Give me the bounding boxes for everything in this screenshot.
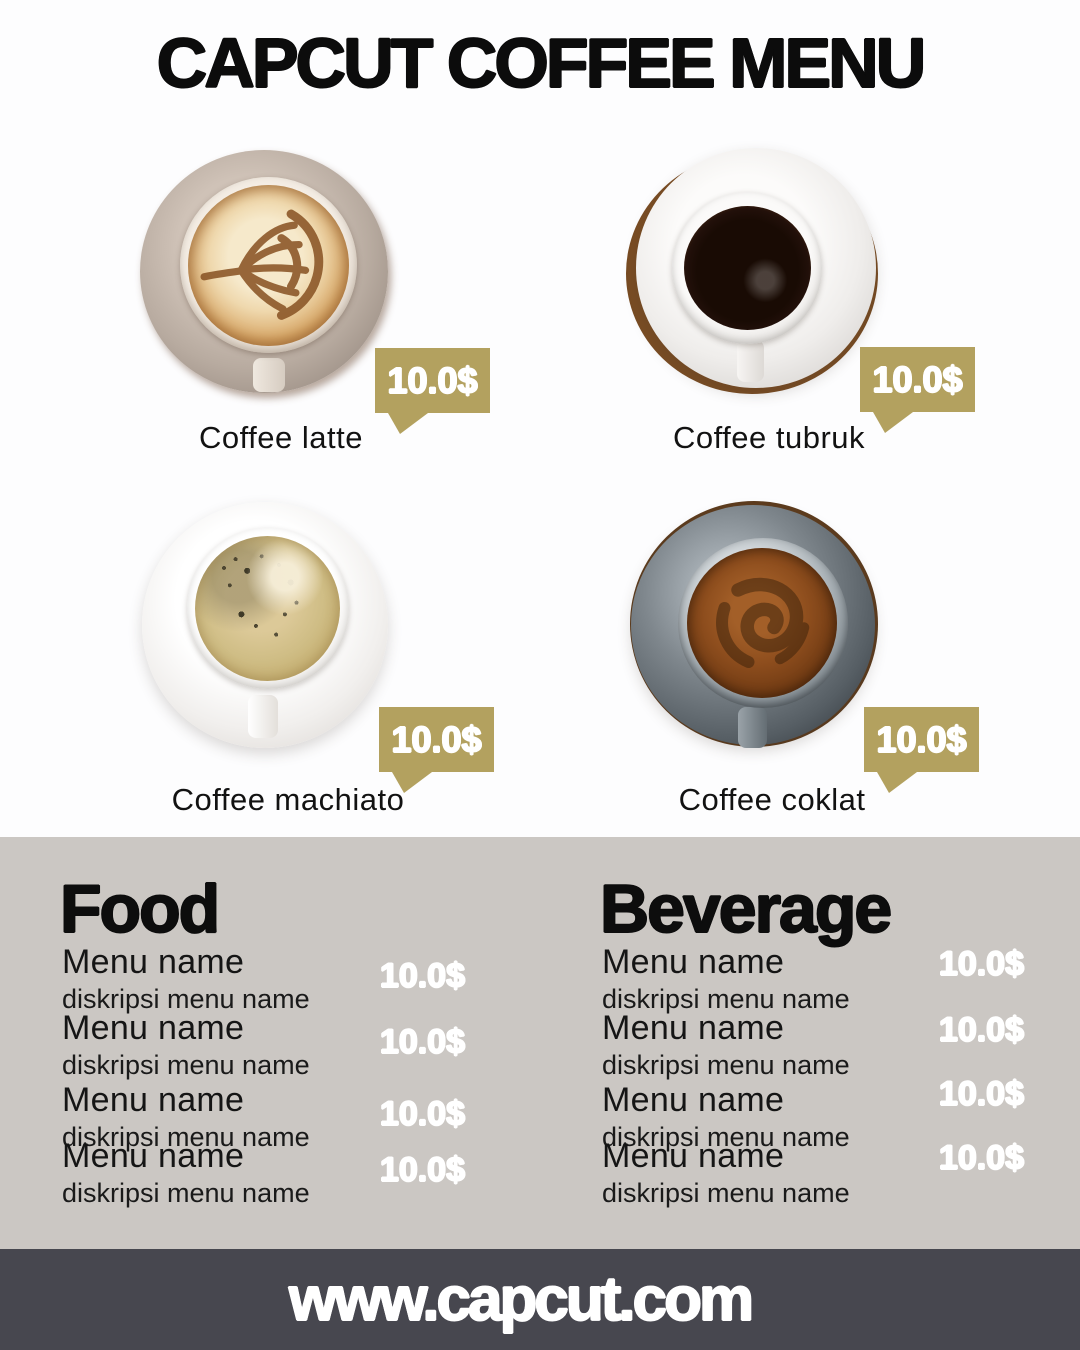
menu-item: Menu name diskripsi menu name 10.0$: [62, 943, 465, 1013]
product-label-tubruk: Coffee tubruk: [672, 420, 866, 455]
product-label-latte: Coffee latte: [199, 420, 363, 455]
menu-item: Menu name diskripsi menu name 10.0$: [602, 943, 1024, 1013]
coffee-latte-image: [140, 150, 390, 395]
menu-item-price: 10.0$: [938, 1075, 1024, 1113]
menu-item-price: 10.0$: [938, 1011, 1024, 1049]
menu-item-price: 10.0$: [379, 1095, 465, 1133]
footer-url: www.capcut.com: [288, 1264, 754, 1334]
menu-item-name: Menu name: [602, 1009, 785, 1047]
menu-item: Menu name diskripsi menu name 10.0$: [62, 1009, 465, 1079]
menu-item-desc: diskripsi menu name: [62, 1178, 310, 1208]
product-label-coklat: Coffee coklat: [678, 782, 866, 817]
coklat-cup-handle: [738, 707, 767, 748]
section-heading-food: Food: [60, 871, 220, 947]
latte-cup-handle: [253, 358, 285, 392]
menu-item: Menu name diskripsi menu name 10.0$: [602, 1009, 1024, 1079]
menu-item-price: 10.0$: [938, 945, 1024, 983]
coffee-machiato-image: [142, 502, 390, 750]
price-tag-machiato: 10.0$: [379, 707, 494, 772]
coklat-crema: [687, 548, 837, 698]
menu-item-desc: diskripsi menu name: [602, 1050, 850, 1080]
menu-item-price: 10.0$: [379, 1023, 465, 1061]
price-tag-latte-value: 10.0$: [387, 359, 478, 401]
menu-item-desc: diskripsi menu name: [62, 984, 310, 1014]
menu-item-desc: diskripsi menu name: [62, 1122, 310, 1152]
menu-item-name: Menu name: [602, 1137, 785, 1175]
coffee-coklat-image: [630, 501, 878, 749]
menu-item: Menu name diskripsi menu name 10.0$: [62, 1081, 465, 1151]
price-tag-machiato-value: 10.0$: [391, 718, 482, 760]
menu-item: Menu name diskripsi menu name 10.0$: [602, 1137, 1024, 1207]
menu-item-name: Menu name: [62, 1137, 245, 1175]
menu-item-desc: diskripsi menu name: [62, 1050, 310, 1080]
menu-item-desc: diskripsi menu name: [602, 1178, 850, 1208]
menu-item-name: Menu name: [62, 1081, 245, 1119]
poster-title: CAPCUT COFFEE MENU: [156, 24, 927, 102]
menu-item-desc: diskripsi menu name: [602, 984, 850, 1014]
menu-item: Menu name diskripsi menu name 10.0$: [62, 1137, 465, 1207]
price-tag-coklat-value: 10.0$: [876, 718, 967, 760]
menu-item-name: Menu name: [602, 1081, 785, 1119]
latte-art-fern: [200, 209, 324, 320]
menu-item-price: 10.0$: [938, 1139, 1024, 1177]
tubruk-black-coffee: [684, 206, 811, 330]
price-tag-latte: 10.0$: [375, 348, 490, 413]
footer-bar: www.capcut.com: [0, 1249, 1080, 1350]
price-tag-coklat: 10.0$: [864, 707, 979, 772]
machiato-cup-handle: [248, 695, 278, 738]
menu-item-price: 10.0$: [379, 1151, 465, 1189]
coklat-swirl-art: [716, 577, 810, 668]
menu-item-name: Menu name: [62, 1009, 245, 1047]
tubruk-cup-handle: [737, 340, 764, 382]
menu-item-price: 10.0$: [379, 957, 465, 995]
menu-item-desc: diskripsi menu name: [602, 1122, 850, 1152]
menu-item: Menu name diskripsi menu name 10.0$: [602, 1077, 1024, 1151]
price-tag-tubruk-value: 10.0$: [872, 358, 963, 400]
menu-item-name: Menu name: [62, 943, 245, 981]
section-heading-beverage: Beverage: [600, 871, 892, 947]
menu-panel: Food Beverage Menu name diskripsi menu n…: [0, 837, 1080, 1249]
coffee-tubruk-image: [626, 148, 880, 394]
menu-item-name: Menu name: [602, 943, 785, 981]
machiato-foam: [195, 536, 340, 681]
price-tag-tubruk: 10.0$: [860, 347, 975, 412]
product-label-machiato: Coffee machiato: [171, 782, 405, 817]
